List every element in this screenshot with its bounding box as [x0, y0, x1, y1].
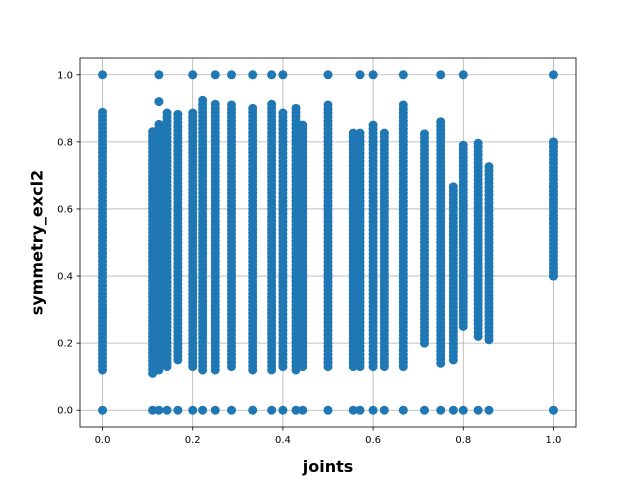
- data-point: [248, 103, 258, 113]
- data-point: [267, 99, 277, 109]
- data-point: [227, 100, 237, 110]
- data-point: [227, 405, 237, 415]
- data-point: [98, 70, 108, 80]
- data-point: [484, 162, 494, 172]
- data-point: [188, 70, 198, 80]
- x-tick-label: 0.6: [365, 435, 381, 446]
- data-point: [548, 180, 558, 190]
- data-point: [162, 405, 172, 415]
- data-point: [278, 108, 288, 118]
- data-point: [368, 70, 378, 80]
- data-point: [188, 405, 198, 415]
- data-point: [348, 128, 358, 138]
- data-point: [348, 405, 358, 415]
- data-point: [267, 405, 277, 415]
- data-point: [148, 405, 158, 415]
- data-point: [548, 70, 558, 80]
- data-point: [368, 120, 378, 130]
- data-point: [291, 405, 301, 415]
- data-point: [436, 405, 446, 415]
- data-point: [210, 70, 220, 80]
- data-point: [173, 109, 183, 119]
- data-point: [278, 70, 288, 80]
- axis-ticks: 0.0 0.2 0.4 0.6 0.8 1.0 0.0 0.2 0.4 0.6 0.8 1.0: [57, 70, 561, 446]
- y-axis-label: symmetry_excl2: [28, 170, 47, 315]
- data-point: [448, 182, 458, 192]
- data-point: [436, 70, 446, 80]
- data-point: [323, 70, 333, 80]
- data-point: [298, 405, 308, 415]
- data-point: [278, 405, 288, 415]
- data-point: [355, 405, 365, 415]
- data-point: [323, 405, 333, 415]
- data-point: [448, 405, 458, 415]
- data-point: [458, 405, 468, 415]
- data-point: [188, 108, 198, 118]
- data-point: [398, 70, 408, 80]
- data-point: [548, 271, 558, 281]
- data-point: [98, 107, 108, 117]
- data-point: [267, 70, 277, 80]
- data-point: [436, 117, 446, 127]
- x-tick-label: 0.4: [275, 435, 291, 446]
- plot-frame: [79, 57, 577, 428]
- data-point: [398, 405, 408, 415]
- y-tick-label: 0.6: [57, 204, 73, 215]
- data-point: [419, 129, 429, 139]
- data-point: [484, 405, 494, 415]
- data-point: [473, 138, 483, 148]
- y-tick-label: 0.0: [57, 406, 73, 417]
- data-point: [379, 128, 389, 138]
- data-point: [473, 405, 483, 415]
- x-tick-label: 0.0: [95, 435, 111, 446]
- data-point: [173, 405, 183, 415]
- data-point: [548, 137, 558, 147]
- data-point: [210, 405, 220, 415]
- data-point: [298, 120, 308, 130]
- data-point: [458, 140, 468, 150]
- data-point: [210, 99, 220, 109]
- data-point: [198, 405, 208, 415]
- data-point: [154, 405, 164, 415]
- data-point: [548, 214, 558, 224]
- data-point: [419, 405, 429, 415]
- data-point: [355, 70, 365, 80]
- data-point: [291, 103, 301, 113]
- data-point: [154, 97, 164, 107]
- x-axis-label: joints: [302, 457, 354, 476]
- data-point: [227, 70, 237, 80]
- data-point: [398, 100, 408, 110]
- data-point: [379, 405, 389, 415]
- data-points: [98, 70, 558, 415]
- data-point: [98, 405, 108, 415]
- x-tick-label: 0.2: [185, 435, 201, 446]
- data-point: [458, 70, 468, 80]
- data-point: [198, 95, 208, 105]
- x-tick-label: 1.0: [546, 435, 562, 446]
- x-tick-label: 0.8: [455, 435, 471, 446]
- data-point: [162, 108, 172, 118]
- data-point: [248, 405, 258, 415]
- y-tick-label: 0.8: [57, 137, 73, 148]
- data-point: [548, 405, 558, 415]
- y-tick-label: 0.2: [57, 339, 73, 350]
- data-point: [154, 70, 164, 80]
- y-tick-label: 0.4: [57, 272, 73, 283]
- y-tick-label: 1.0: [57, 70, 73, 81]
- data-point: [323, 100, 333, 110]
- data-point: [248, 70, 258, 80]
- data-point: [154, 119, 164, 129]
- data-point: [355, 128, 365, 138]
- data-point: [368, 405, 378, 415]
